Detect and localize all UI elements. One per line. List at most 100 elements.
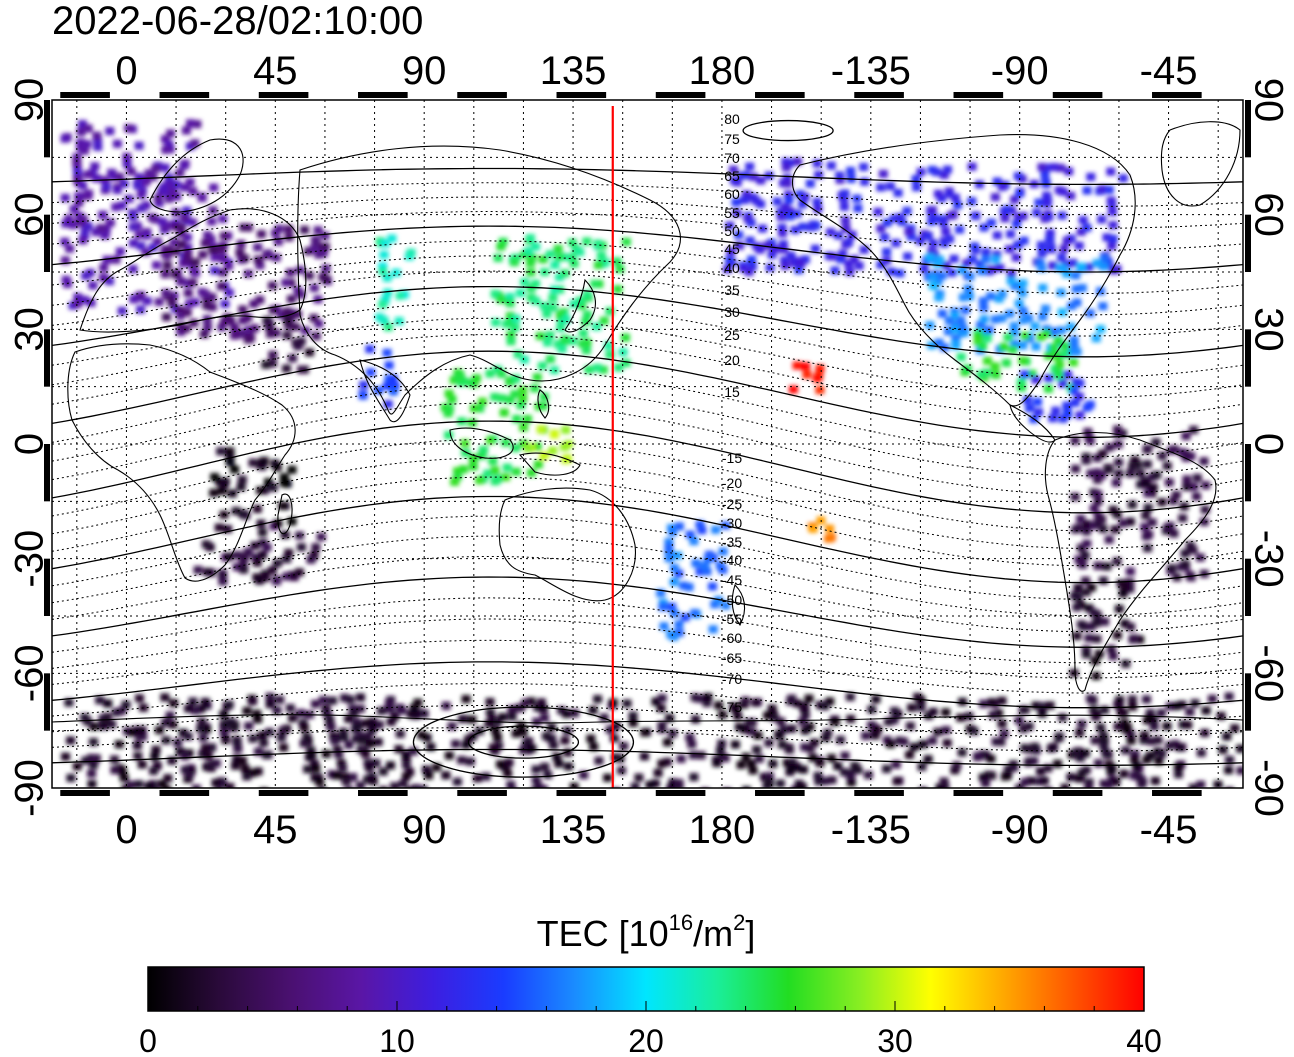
colorbar-tick-label: 10 [379,1023,415,1057]
tec-cell [785,206,795,215]
tec-cell [87,769,96,778]
tec-cell [332,745,342,754]
tec-cell [792,762,802,771]
tec-cell [845,693,855,701]
tec-cell [821,733,831,742]
tec-cell [1154,757,1164,766]
tec-cell [590,279,600,288]
tec-cell [826,228,835,237]
tec-cell [413,785,423,788]
tec-cell [1024,314,1034,323]
tec-cell [987,698,997,707]
tec-cell [160,163,170,172]
tec-cell [533,460,543,469]
tec-cell [935,783,945,788]
contour-line [52,301,1243,378]
frame-bar [44,558,50,616]
tec-cell [175,311,185,320]
tec-cell [142,297,152,305]
tec-cell [180,183,190,192]
tec-cell [311,543,321,552]
tec-cell [846,772,856,781]
tec-cell [1207,694,1217,703]
tec-cell [1003,333,1013,342]
tec-cell [1057,253,1067,262]
tec-cell [949,254,959,263]
tec-cell [700,561,710,570]
tec-cell [787,758,797,767]
tec-cell [409,747,418,756]
tec-cell [159,188,169,197]
tec-cell [490,393,500,401]
tec-cell [136,291,146,300]
tec-cell [1100,617,1110,626]
tec-cell [151,745,161,754]
tec-cell [1009,763,1019,772]
tec-cell [526,258,535,267]
tec-cell [224,288,234,297]
tec-cell [249,299,259,308]
tec-cell [1046,744,1056,753]
contour-line [52,726,1243,752]
tec-cell [1099,731,1108,740]
tec-cell [239,565,249,574]
tec-cell [504,758,514,767]
tec-cell [604,341,614,350]
tec-cell [561,315,571,324]
tec-cell [238,316,248,325]
tec-cell [1044,374,1054,383]
tec-cell [506,337,516,346]
tec-cell [383,400,393,409]
tec-cell [163,246,173,255]
tec-cell [557,706,567,715]
tec-cell [210,266,220,275]
tec-cell [991,255,1000,264]
tec-cell [64,214,74,223]
tec-cell [394,317,404,326]
tec-cell [1150,776,1160,785]
tec-cell [893,188,903,197]
tec-cell [222,313,232,322]
tec-cell [1056,164,1066,172]
tec-cell [469,404,479,413]
tec-cell [284,321,294,330]
tec-cell [782,174,792,183]
tec-cell [90,162,100,171]
tec-cell [1114,604,1124,613]
frame-bar [44,444,50,502]
tec-cell [278,501,288,510]
tec-cell [1066,348,1076,357]
tec-cell [715,561,725,570]
tec-cell [1167,446,1177,455]
left-lat-tick-label: -30 [8,530,52,588]
tec-cell [957,748,967,757]
tec-cell [710,600,720,609]
tec-cell [200,743,210,752]
tec-cell [299,739,309,748]
tec-cell [321,275,331,284]
contour-line [52,167,1243,186]
tec-cell [372,721,382,730]
tec-cell [331,771,341,780]
tec-cell [545,250,555,259]
tec-cell [390,782,399,788]
tec-cell [1031,701,1041,710]
tec-cell [326,723,336,732]
tec-cell [567,253,577,262]
tec-cell [539,392,549,401]
tec-cell [1030,322,1040,331]
tec-cell [127,728,137,737]
tec-cell [368,777,378,786]
tec-cell [1031,375,1041,384]
tec-cell [124,194,134,203]
tec-cell [1071,285,1081,293]
tec-cell [95,696,105,705]
contour-label: -20 [722,475,742,491]
tec-cell [371,759,381,768]
tec-cell [477,397,487,406]
tec-cell [444,751,454,760]
tec-cell [1069,387,1079,396]
tec-cell [216,447,226,456]
tec-cell [1044,212,1054,221]
tec-cell [1036,767,1045,776]
